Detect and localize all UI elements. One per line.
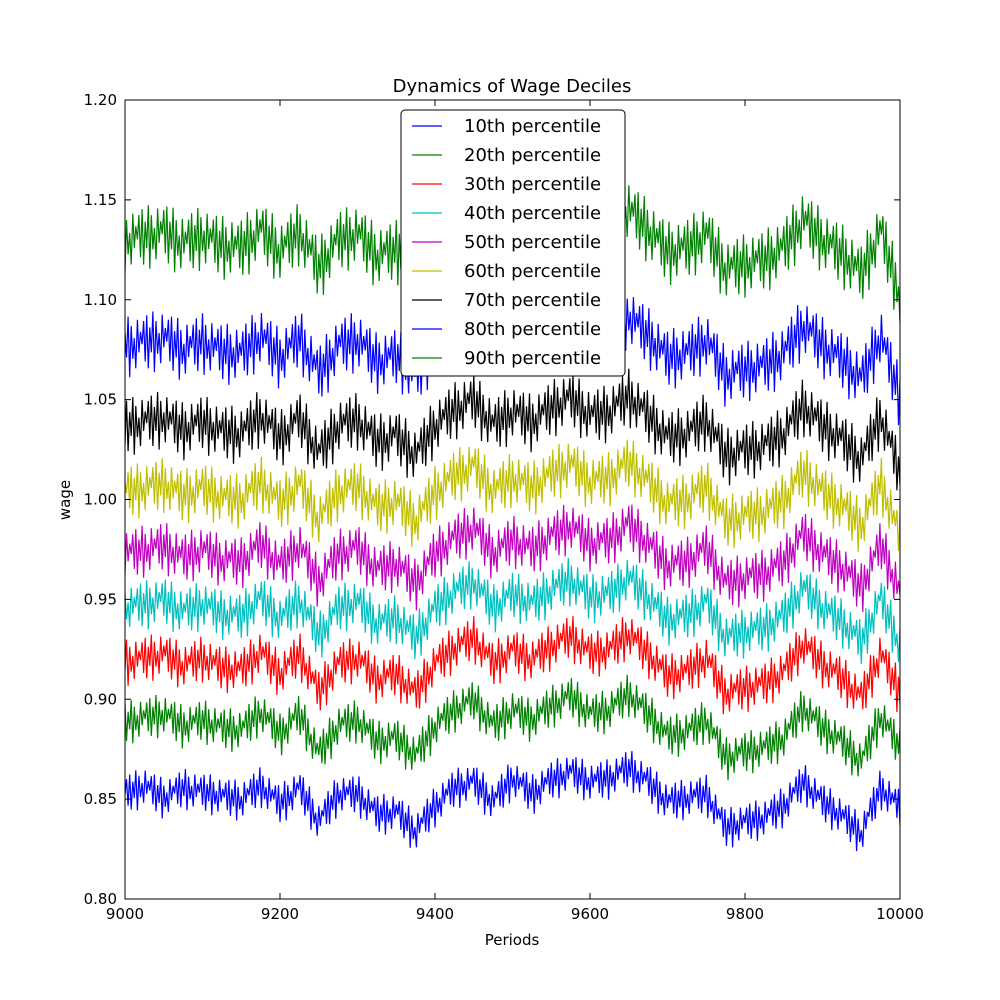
x-tick-label: 10000 bbox=[876, 905, 924, 923]
legend-box bbox=[400, 109, 626, 377]
y-tick-label: 1.20 bbox=[84, 91, 117, 109]
series-line bbox=[125, 674, 900, 781]
y-tick-label: 0.85 bbox=[84, 790, 117, 808]
legend-label: 40th percentile bbox=[464, 203, 601, 224]
y-tick-label: 1.10 bbox=[84, 291, 117, 309]
legend-label: 80th percentile bbox=[464, 319, 601, 340]
y-tick-label: 1.15 bbox=[84, 191, 117, 209]
y-tick-label: 0.95 bbox=[84, 590, 117, 608]
series-line bbox=[125, 368, 900, 491]
legend-label: 50th percentile bbox=[464, 232, 601, 253]
y-axis-label: wage bbox=[56, 480, 74, 520]
y-tick-label: 0.90 bbox=[84, 690, 117, 708]
x-tick-label: 9400 bbox=[416, 905, 454, 923]
legend-label: 70th percentile bbox=[464, 290, 601, 311]
legend-label: 20th percentile bbox=[464, 145, 601, 166]
x-tick-label: 9600 bbox=[571, 905, 609, 923]
x-tick-label: 9200 bbox=[261, 905, 299, 923]
series-line bbox=[125, 616, 900, 715]
x-axis: 9000 9200 9400 9600 9800 10000 bbox=[106, 100, 924, 923]
legend: 10th percentile 20th percentile 30th perce… bbox=[400, 109, 626, 377]
x-tick-label: 9000 bbox=[106, 905, 144, 923]
legend-label: 90th percentile bbox=[464, 348, 601, 369]
series-line bbox=[125, 504, 900, 613]
y-tick-label: 0.80 bbox=[84, 890, 117, 908]
legend-label: 60th percentile bbox=[464, 261, 601, 282]
y-axis: 0.80 0.85 0.90 0.95 1.00 1.05 1.10 1.15 1.20 bbox=[84, 91, 900, 908]
series-line bbox=[125, 750, 900, 852]
legend-label: 30th percentile bbox=[464, 174, 601, 195]
y-tick-label: 1.00 bbox=[84, 491, 117, 509]
series-line bbox=[125, 557, 900, 664]
y-tick-label: 1.05 bbox=[84, 391, 117, 409]
x-tick-label: 9800 bbox=[726, 905, 764, 923]
series-layer bbox=[125, 182, 900, 852]
chart-title: Dynamics of Wage Deciles bbox=[393, 76, 632, 97]
series-line bbox=[125, 439, 900, 552]
legend-label: 10th percentile bbox=[464, 116, 601, 137]
x-axis-label: Periods bbox=[485, 931, 540, 949]
